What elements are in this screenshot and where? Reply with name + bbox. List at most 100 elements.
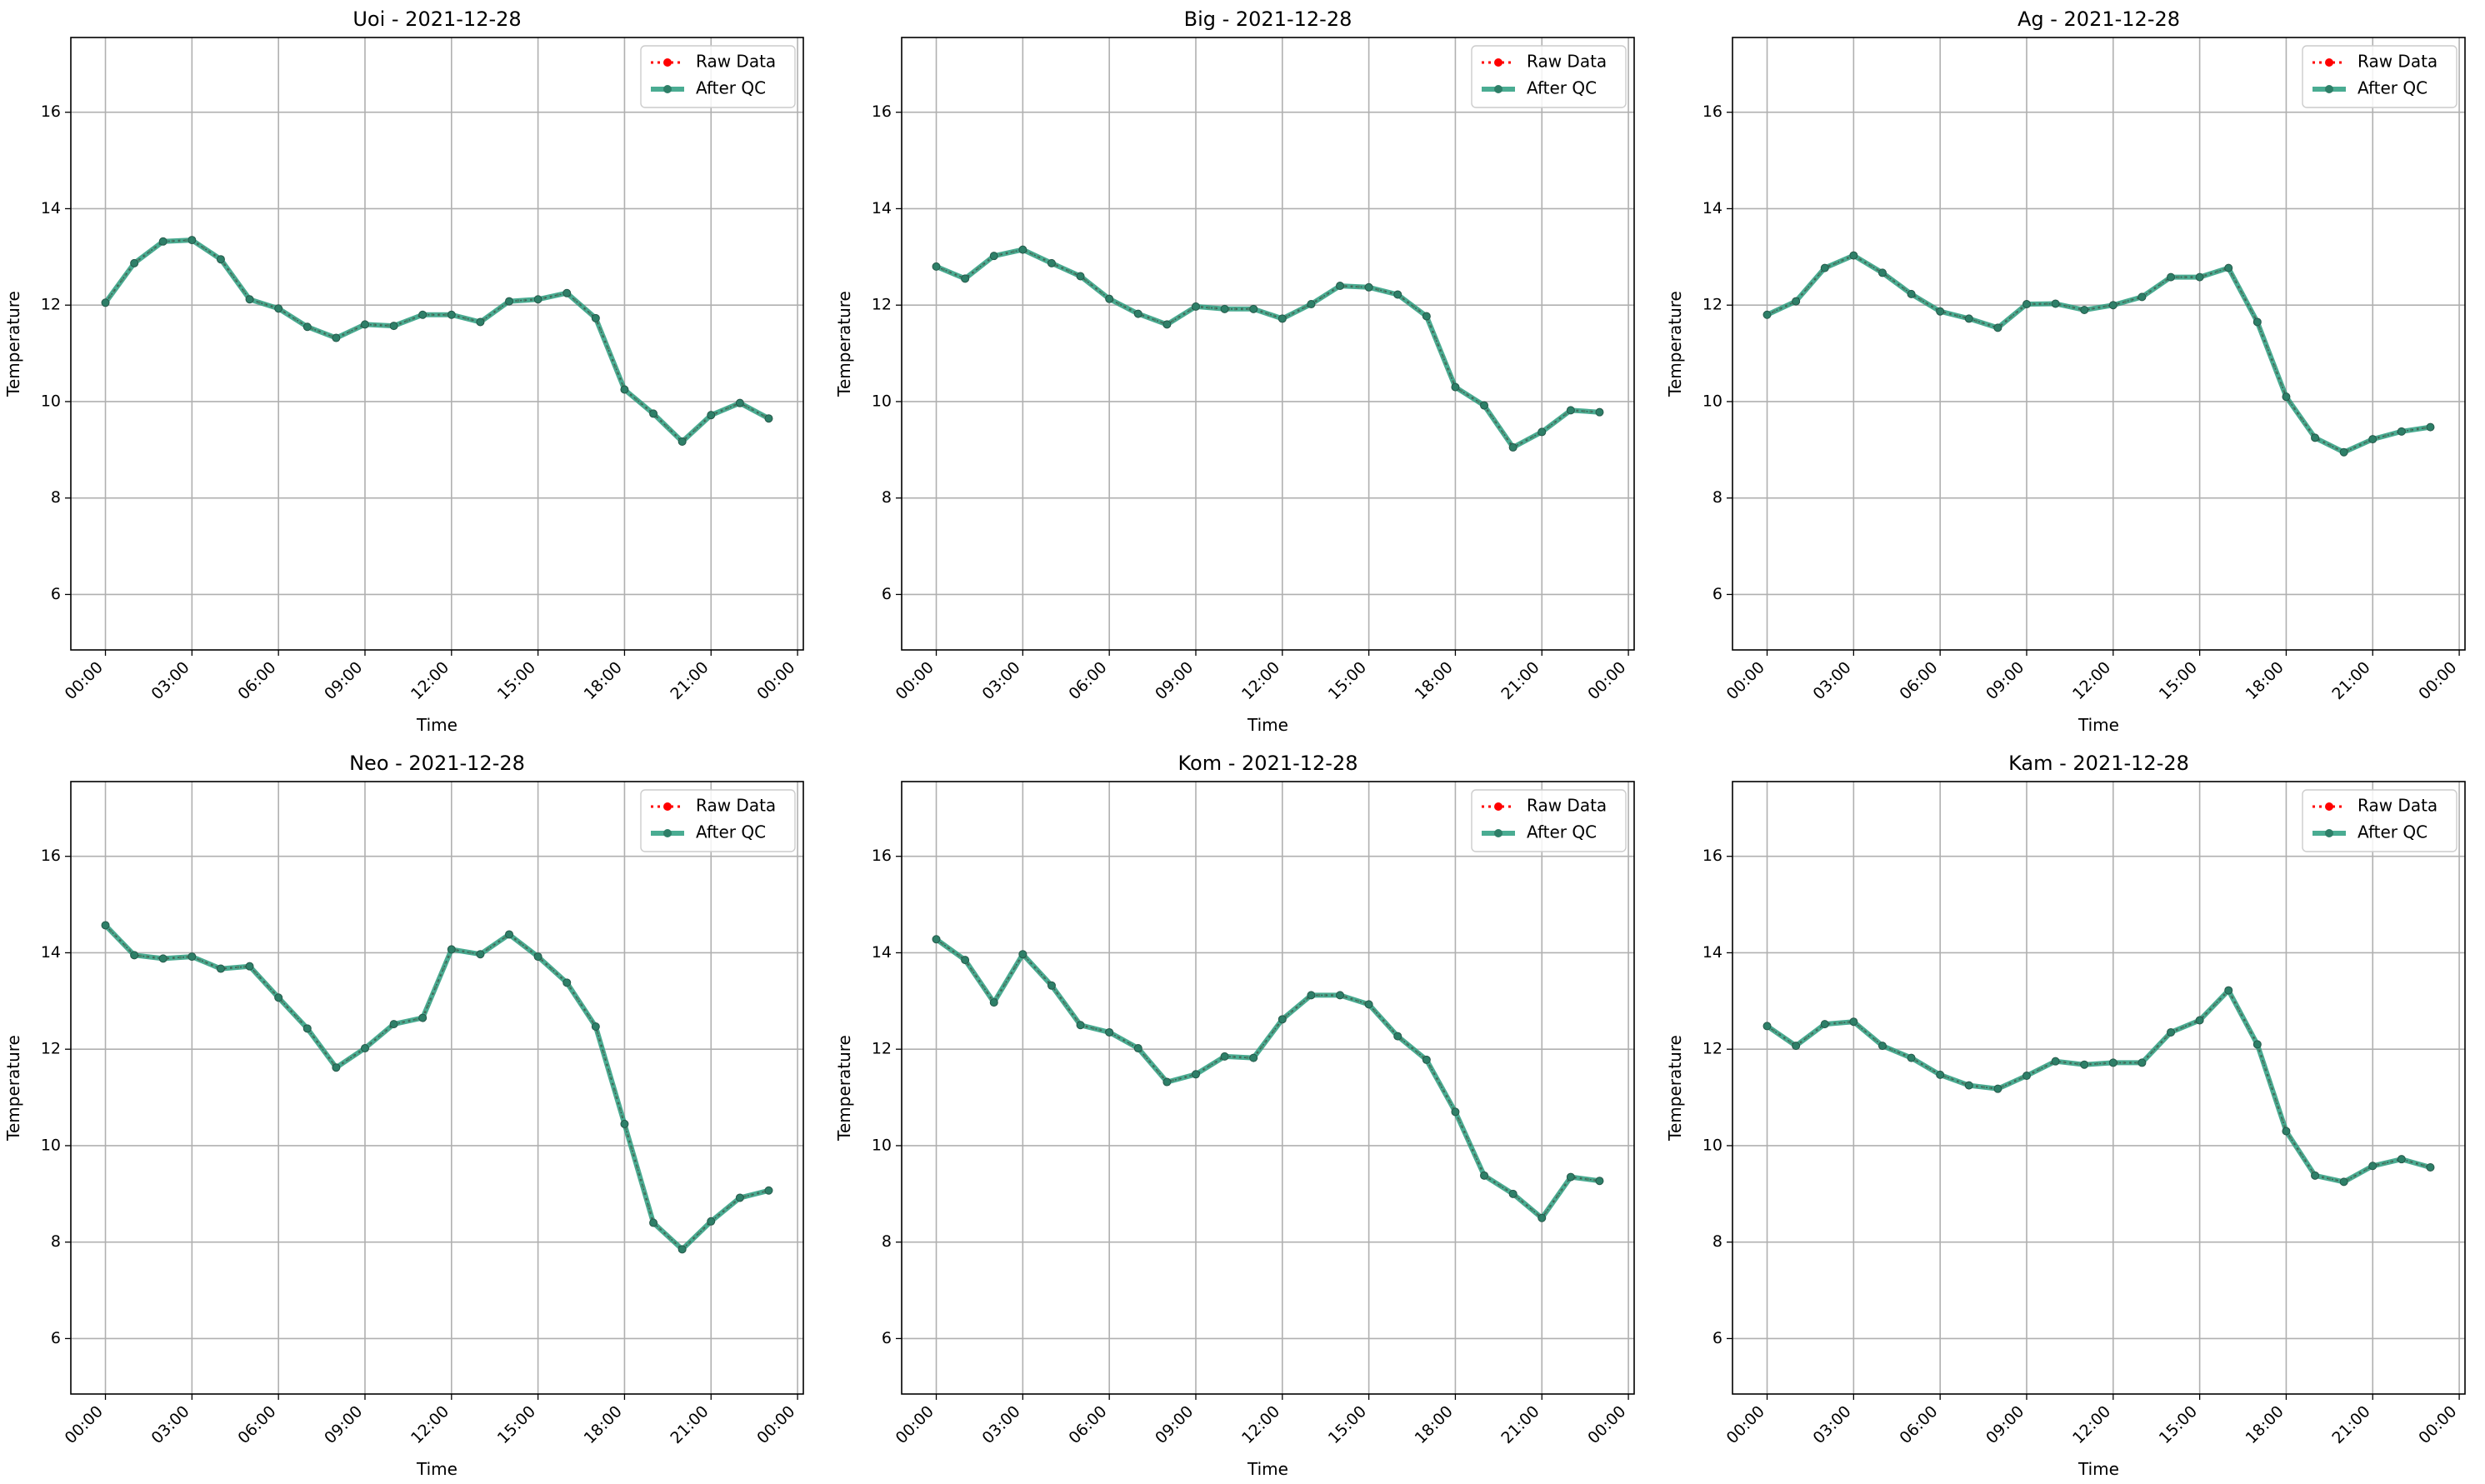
after-qc-point — [1878, 1042, 1887, 1051]
x-tick-label: 18:00 — [581, 1402, 626, 1447]
after-qc-point — [1820, 263, 1829, 272]
after-qc-point — [591, 313, 600, 322]
y-tick-label: 16 — [41, 847, 61, 865]
after-qc-point — [1162, 1077, 1172, 1087]
y-tick-label: 12 — [1702, 1040, 1722, 1058]
after-qc-point — [1849, 1017, 1858, 1027]
after-qc-point — [1762, 1022, 1772, 1031]
after-qc-point — [989, 998, 998, 1007]
after-qc-point — [2022, 300, 2031, 309]
after-qc-point — [562, 978, 572, 987]
x-axis-label: Time — [416, 715, 458, 735]
legend-marker-raw-data — [2325, 58, 2333, 67]
x-tick-label: 03:00 — [148, 1402, 192, 1447]
after-qc-point — [1792, 297, 1801, 306]
series-line-raw-data — [1766, 253, 2431, 454]
legend: Raw Data After QC — [640, 789, 796, 852]
subplot-title: Kam - 2021-12-28 — [2008, 752, 2189, 775]
series-line-after-qc — [1766, 252, 2431, 455]
y-tick-label: 10 — [872, 392, 892, 410]
after-qc-point — [1907, 1053, 1916, 1062]
after-qc-point — [1249, 304, 1258, 313]
legend-marker-raw-data — [663, 58, 672, 67]
x-tick-label: 12:00 — [408, 1402, 452, 1447]
legend: Raw Data After QC — [640, 45, 796, 108]
legend-marker-after-qc — [2325, 85, 2333, 93]
y-tick-label: 12 — [41, 296, 61, 314]
x-tick-label: 00:00 — [1723, 658, 1768, 703]
legend-marker-raw-data — [663, 802, 672, 811]
after-qc-point — [389, 322, 398, 331]
x-tick-label: 03:00 — [978, 658, 1023, 703]
x-tick-label: 03:00 — [1809, 658, 1854, 703]
y-tick-label: 16 — [41, 102, 61, 121]
x-tick-label: 18:00 — [1412, 658, 1457, 703]
y-tick-label: 12 — [1702, 296, 1722, 314]
after-qc-point — [1076, 1021, 1085, 1030]
after-qc-point — [2282, 1127, 2291, 1136]
after-qc-point — [2051, 299, 2060, 308]
series-line-overlay — [936, 248, 1600, 448]
after-qc-point — [101, 921, 110, 930]
y-axis-label: Temperature — [1665, 291, 1685, 397]
subplot-5: 00:00 03:00 06:00 09:00 12:00 15:00 18:00 21:00… — [1665, 752, 2466, 1479]
series-line-overlay — [1767, 989, 2431, 1183]
after-qc-point — [505, 297, 514, 306]
after-qc-point — [2051, 1057, 2060, 1066]
x-tick-label: 06:00 — [1065, 1402, 1110, 1447]
x-tick-label: 06:00 — [234, 1402, 279, 1447]
after-qc-point — [1076, 272, 1085, 281]
after-qc-point — [1936, 1070, 1945, 1079]
after-qc-point — [1393, 290, 1402, 299]
x-tick-label: 09:00 — [1152, 1402, 1197, 1447]
x-axis-label: Time — [416, 1459, 458, 1479]
axes-frame — [1732, 37, 2466, 651]
after-qc-point — [302, 1024, 312, 1033]
subplot-4: 00:00 03:00 06:00 09:00 12:00 15:00 18:00 21:00… — [834, 752, 1635, 1479]
after-qc-point — [1993, 323, 2002, 332]
legend-label-after-qc: After QC — [2358, 78, 2428, 98]
x-tick-label: 00:00 — [892, 658, 938, 703]
after-qc-point — [1364, 282, 1373, 292]
after-qc-point — [1993, 1084, 2002, 1093]
x-axis-label: Time — [1247, 715, 1288, 735]
after-qc-point — [1595, 407, 1604, 417]
x-tick-label: 15:00 — [2156, 1402, 2201, 1447]
legend-marker-raw-data — [1494, 58, 1502, 67]
after-qc-point — [2195, 272, 2204, 282]
series-line-after-qc — [935, 247, 1600, 450]
after-qc-point — [533, 952, 542, 962]
after-qc-point — [447, 945, 456, 954]
x-tick-label: 00:00 — [753, 658, 798, 703]
after-qc-point — [1538, 427, 1547, 437]
legend-marker-after-qc — [1494, 85, 1502, 93]
y-tick-label: 12 — [872, 296, 892, 314]
series-line-after-qc — [1765, 987, 2432, 1185]
after-qc-point — [1792, 1042, 1801, 1051]
x-tick-label: 09:00 — [1982, 1402, 2028, 1447]
y-tick-label: 14 — [41, 199, 61, 217]
series-line-overlay — [1767, 254, 2431, 453]
after-qc-point — [961, 956, 970, 965]
after-qc-point — [1393, 1032, 1402, 1041]
axes-frame — [901, 781, 1635, 1395]
series-line-raw-data — [104, 238, 770, 444]
after-qc-point — [1307, 991, 1316, 1000]
after-qc-point — [1220, 1052, 1229, 1061]
after-qc-point — [735, 398, 744, 407]
legend-marker-after-qc — [2325, 829, 2333, 837]
x-tick-label: 18:00 — [2242, 658, 2288, 703]
after-qc-point — [2311, 433, 2320, 442]
after-qc-point — [961, 274, 970, 283]
legend-marker-after-qc — [663, 85, 672, 93]
after-qc-point — [1538, 1213, 1547, 1222]
x-axis-label: Time — [2078, 715, 2119, 735]
after-qc-point — [245, 295, 254, 304]
y-tick-label: 8 — [1712, 1232, 1722, 1251]
after-qc-point — [764, 1186, 773, 1195]
after-qc-point — [505, 930, 514, 939]
after-qc-point — [1278, 314, 1287, 323]
after-qc-point — [332, 333, 341, 342]
after-qc-point — [418, 1013, 428, 1022]
